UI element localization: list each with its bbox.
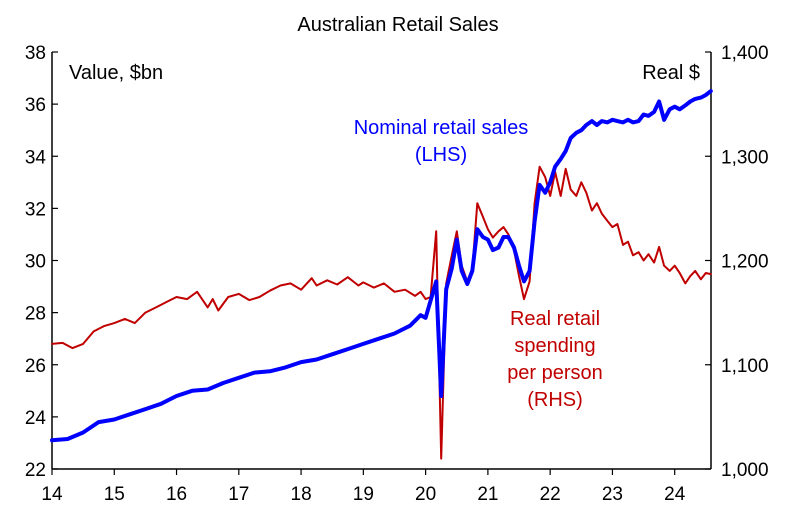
left-tick-label: 28: [25, 304, 46, 325]
x-tick-label: 24: [664, 484, 686, 505]
series-lines: [50, 89, 713, 460]
x-tick-label: 19: [353, 484, 374, 505]
right-tick-label: 1,000: [721, 460, 769, 481]
x-tick-label: 22: [540, 484, 561, 505]
left-tick-label: 36: [25, 95, 46, 116]
x-tick-label: 23: [602, 484, 623, 505]
right-tick-label: 1,300: [721, 147, 769, 168]
left-tick-label: 32: [25, 199, 46, 220]
x-tick-label: 21: [477, 484, 498, 505]
right-tick-label: 1,400: [721, 43, 769, 64]
series-label-real-retail-spending: per person: [507, 362, 603, 384]
left-tick-label: 26: [25, 356, 46, 377]
right-axis-ticks: 1,000 1,100 1,200 1,300 1,400: [705, 43, 769, 481]
chart-title: Australian Retail Sales: [297, 14, 498, 36]
left-tick-label: 38: [25, 43, 46, 64]
series-label-real-retail-spending: spending: [514, 335, 595, 357]
series-labels: Nominal retail sales (LHS) Real retail spen…: [354, 117, 603, 411]
left-tick-label: 30: [25, 252, 46, 273]
left-tick-label: 34: [25, 147, 47, 168]
series-label-nominal-retail-sales: Nominal retail sales: [354, 117, 529, 139]
x-axis-ticks: 14 15 16 17 18 19 20 21 22 23 24: [41, 469, 686, 505]
x-tick-label: 18: [291, 484, 312, 505]
x-tick-label: 20: [415, 484, 436, 505]
series-line-nominal-retail-sales: [50, 89, 713, 443]
series-line-real-retail-spending: [51, 165, 712, 460]
right-tick-label: 1,200: [721, 252, 769, 273]
left-axis-ticks: 22 24 26 28 30 32 34 36 38: [25, 43, 58, 481]
left-tick-label: 22: [25, 460, 46, 481]
series-label-real-retail-spending: (RHS): [527, 389, 583, 411]
left-tick-label: 24: [25, 408, 47, 429]
x-tick-label: 17: [228, 484, 249, 505]
left-axis-unit-label: Value, $bn: [69, 62, 163, 84]
right-axis-unit-label: Real $: [642, 62, 700, 84]
right-tick-label: 1,100: [721, 356, 769, 377]
series-label-real-retail-spending: Real retail: [510, 308, 600, 330]
x-tick-label: 14: [41, 484, 63, 505]
x-tick-label: 15: [104, 484, 125, 505]
series-label-nominal-retail-sales: (LHS): [415, 144, 467, 166]
x-tick-label: 16: [166, 484, 187, 505]
